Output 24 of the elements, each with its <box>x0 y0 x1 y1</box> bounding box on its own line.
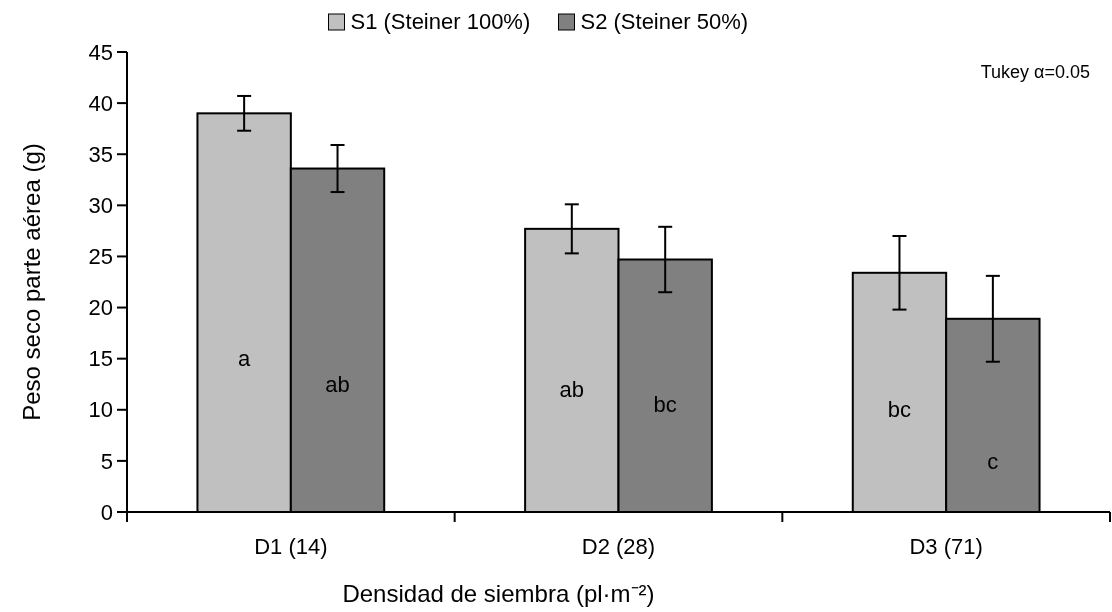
y-tick-label: 30 <box>88 193 113 219</box>
annotation: c <box>987 448 999 474</box>
y-tick-label: 40 <box>88 90 113 116</box>
x-tick-label: D3 (71) <box>909 534 983 559</box>
annotation: bc <box>887 397 912 423</box>
y-tick-label: 25 <box>88 244 113 270</box>
x-tick-label: D2 (28) <box>581 534 656 559</box>
annotation: Tukey α=0.05 <box>980 62 1090 82</box>
y-tick-label: 45 <box>88 39 113 65</box>
x-axis-title: Densidad de siembra (pl·m⁻²) <box>342 580 655 607</box>
annotation: bc <box>653 392 677 418</box>
y-tick-label: 20 <box>88 295 113 321</box>
y-axis-title: Peso seco parte aérea (g) <box>18 143 45 421</box>
legend-label: S2 (Steiner 50%) <box>580 9 749 34</box>
annotation: ab <box>559 377 585 403</box>
legend-label: S1 (Steiner 100%) <box>350 9 531 34</box>
y-tick-label: 0 <box>100 499 113 525</box>
annotation: ab <box>325 371 350 397</box>
y-tick-label: 35 <box>88 141 113 167</box>
y-tick-label: 10 <box>88 397 113 423</box>
annotation: a <box>238 346 252 372</box>
y-tick-label: 15 <box>88 346 113 372</box>
x-tick-label: D1 (14) <box>254 534 328 559</box>
y-tick-label: 5 <box>100 448 113 474</box>
